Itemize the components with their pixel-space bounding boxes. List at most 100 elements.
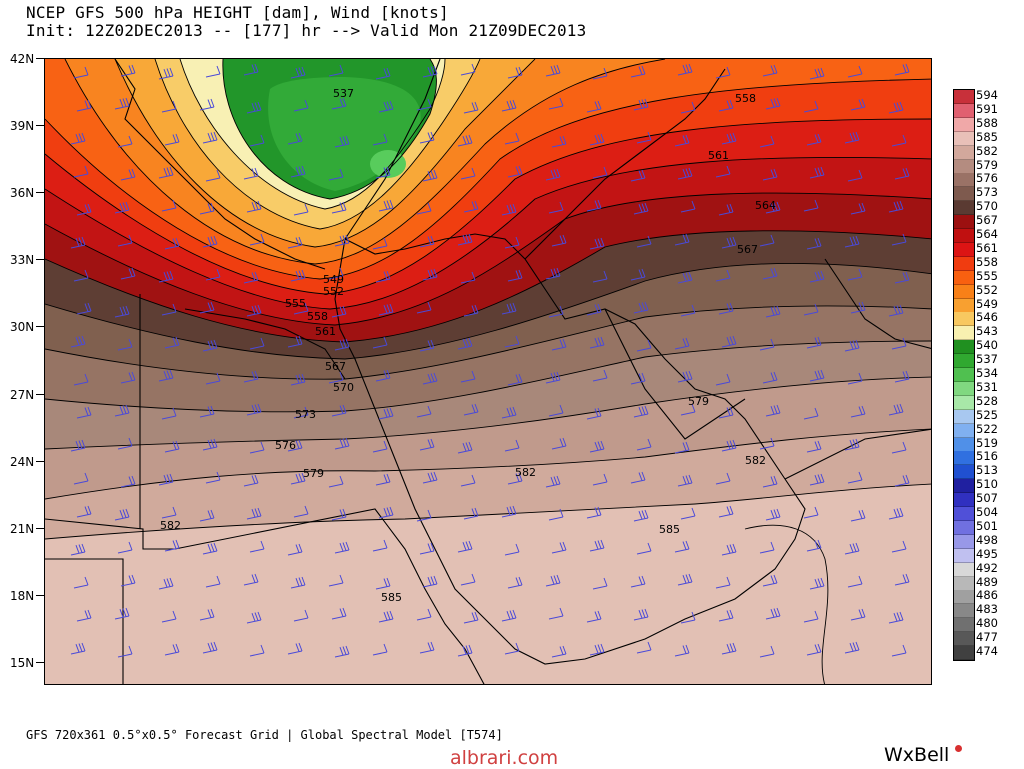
wind-barb: [249, 644, 265, 657]
colorbar-cell: [954, 479, 974, 494]
wind-barb: [501, 302, 517, 315]
contour-label: 585: [381, 591, 402, 604]
wind-barb: [630, 471, 646, 484]
wind-barb: [636, 131, 652, 144]
wind-barb: [501, 99, 517, 112]
wind-barb: [114, 404, 130, 417]
wind-barb: [674, 540, 690, 553]
lat-label-39n: 39N: [10, 119, 35, 133]
wind-barb: [249, 233, 265, 246]
wind-barb: [809, 67, 825, 80]
contour-label: 579: [303, 467, 324, 480]
wind-barb: [762, 371, 778, 384]
wind-barb: [806, 539, 822, 552]
wind-barb: [759, 234, 775, 247]
colorbar-label: 582: [976, 143, 998, 158]
colorbar-label: 570: [976, 199, 998, 214]
wind-barb: [158, 166, 174, 179]
brand-logo: WxBell: [884, 744, 950, 766]
wind-barb: [290, 66, 306, 79]
wind-barb: [586, 506, 602, 519]
colorbar-cell: [954, 562, 974, 577]
wind-barb: [378, 100, 394, 113]
wind-barb: [501, 609, 517, 622]
wind-barb: [545, 267, 561, 280]
colorbar-cell: [954, 646, 974, 660]
wind-barb: [114, 305, 130, 318]
wind-barb: [331, 508, 347, 521]
wind-barb: [287, 132, 303, 145]
contour-label: 579: [688, 395, 709, 408]
wind-barb: [243, 271, 259, 284]
wind-barb: [507, 472, 523, 485]
wind-barb: [721, 236, 737, 249]
wind-barb: [463, 304, 479, 317]
wind-barb: [633, 608, 649, 621]
wind-barb: [334, 437, 350, 450]
wind-barb: [806, 237, 822, 250]
wind-barb: [894, 370, 910, 383]
wind-barb: [850, 405, 866, 418]
wind-barb: [630, 372, 646, 385]
colorbar-label: 501: [976, 518, 998, 533]
wind-barb: [592, 166, 608, 179]
wind-barb: [894, 63, 910, 76]
wind-barb: [372, 336, 388, 349]
wind-barb: [328, 574, 344, 587]
wind-barb: [592, 473, 608, 486]
wind-barb: [243, 167, 259, 180]
wind-barb: [589, 336, 605, 349]
wind-barb: [199, 202, 215, 215]
lat-tick: [36, 595, 44, 596]
wind-barb: [375, 473, 391, 486]
colorbar-label: 474: [976, 644, 998, 658]
wind-barb: [287, 236, 303, 249]
colorbar-cell: [954, 381, 974, 396]
lat-tick: [36, 662, 44, 663]
wind-barb: [759, 135, 775, 148]
wind-barb: [630, 65, 646, 78]
colorbar: [953, 89, 975, 661]
wind-barb: [891, 337, 907, 350]
wind-barb: [331, 201, 347, 214]
wind-barb: [551, 338, 567, 351]
wind-barb: [844, 438, 860, 451]
wind-barb: [674, 441, 690, 454]
wind-barb: [334, 234, 350, 247]
colorbar-label: 594: [976, 88, 998, 102]
contour-label: 561: [315, 325, 336, 338]
weather-map[interactable]: 537 549 552 555 558 561 567 570 573 576 …: [44, 58, 932, 685]
colorbar-label: 489: [976, 574, 998, 589]
wind-barb: [202, 235, 218, 248]
wind-barb: [328, 475, 344, 488]
colorbar-cell: [954, 284, 974, 299]
contour-label: 549: [323, 273, 344, 286]
wind-barb: [636, 438, 652, 451]
wind-barb: [507, 576, 523, 589]
wind-barb: [202, 339, 218, 352]
wind-barb: [76, 99, 92, 112]
wind-barb: [636, 339, 652, 352]
wind-barb: [331, 305, 347, 318]
wind-barb: [680, 101, 696, 114]
wind-barb: [592, 369, 608, 382]
wind-barb: [120, 574, 136, 587]
wind-barb: [422, 169, 438, 182]
contour-label: 585: [659, 523, 680, 536]
colorbar-cell: [954, 395, 974, 410]
wind-barb: [891, 540, 907, 553]
colorbar-cell: [954, 423, 974, 438]
wind-barb: [117, 338, 133, 351]
colorbar-cell: [954, 270, 974, 285]
wind-barb: [372, 133, 388, 146]
colorbar-cell: [954, 548, 974, 563]
wind-barb: [894, 474, 910, 487]
wind-barb: [759, 541, 775, 554]
colorbar-label: 528: [976, 393, 998, 408]
colorbar-cell: [954, 117, 974, 132]
wind-barb: [545, 64, 561, 77]
contour-label: 582: [745, 454, 766, 467]
lat-tick: [36, 461, 44, 462]
wind-barb: [721, 132, 737, 145]
wind-barb: [545, 574, 561, 587]
